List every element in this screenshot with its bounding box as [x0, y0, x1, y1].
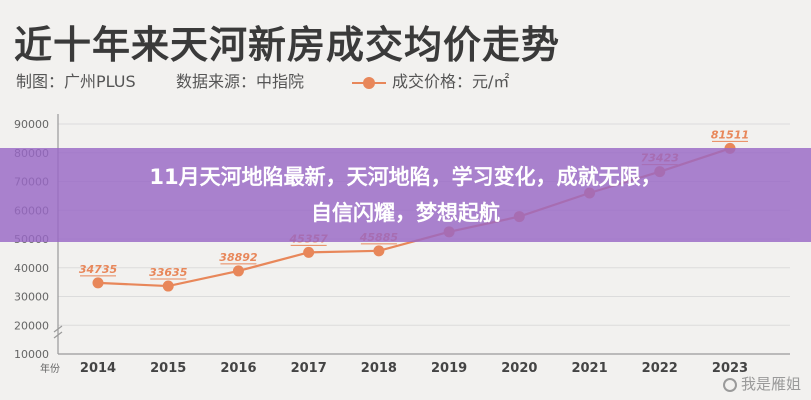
data-label: 33635	[149, 266, 188, 279]
data-label: 81511	[711, 128, 749, 141]
legend-label: 成交价格：元/㎡	[392, 72, 510, 91]
x-tick-label: 2017	[291, 361, 327, 376]
x-tick-label: 2018	[361, 361, 397, 376]
watermark: 我是雁姐	[722, 373, 801, 394]
banner-line-2: 自信闪耀，梦想起航	[311, 201, 500, 225]
data-point	[373, 245, 385, 257]
y-tick-label: 90000	[14, 118, 49, 131]
watermark-text: 我是雁姐	[740, 375, 801, 393]
data-label: 38892	[219, 251, 258, 264]
overlay-banner: 11月天河地陷最新，天河地陷，学习变化，成就无限， 自信闪耀，梦想起航	[0, 148, 811, 242]
x-tick-label: 2015	[150, 361, 186, 376]
y-tick-label: 20000	[14, 319, 49, 332]
legend-line-marker-icon	[352, 76, 386, 90]
chart-maker: 制图：广州PLUS	[16, 72, 136, 91]
data-point	[92, 277, 104, 289]
data-label: 34735	[79, 263, 118, 276]
y-tick-label: 30000	[14, 291, 49, 304]
chart-title: 近十年来天河新房成交均价走势	[14, 23, 561, 67]
data-point	[303, 246, 315, 258]
data-point	[232, 265, 244, 277]
y-tick-label: 40000	[14, 262, 49, 275]
x-tick-label: 2022	[642, 361, 678, 376]
x-tick-label: 2016	[220, 361, 256, 376]
x-tick-label: 2023	[712, 361, 748, 376]
x-tick-label: 2020	[501, 361, 537, 376]
legend: 成交价格：元/㎡	[352, 68, 509, 92]
banner-line-1: 11月天河地陷最新，天河地陷，学习变化，成就无限，	[149, 165, 662, 189]
x-tick-label: 2019	[431, 361, 467, 376]
data-point	[162, 280, 174, 292]
x-tick-label: 2014	[80, 361, 116, 376]
data-source: 数据来源：中指院	[176, 72, 305, 91]
x-axis-label: 年份	[40, 362, 60, 375]
x-tick-label: 2021	[571, 361, 607, 376]
y-tick-label: 10000	[14, 348, 49, 361]
watermark-logo-icon	[722, 377, 737, 392]
